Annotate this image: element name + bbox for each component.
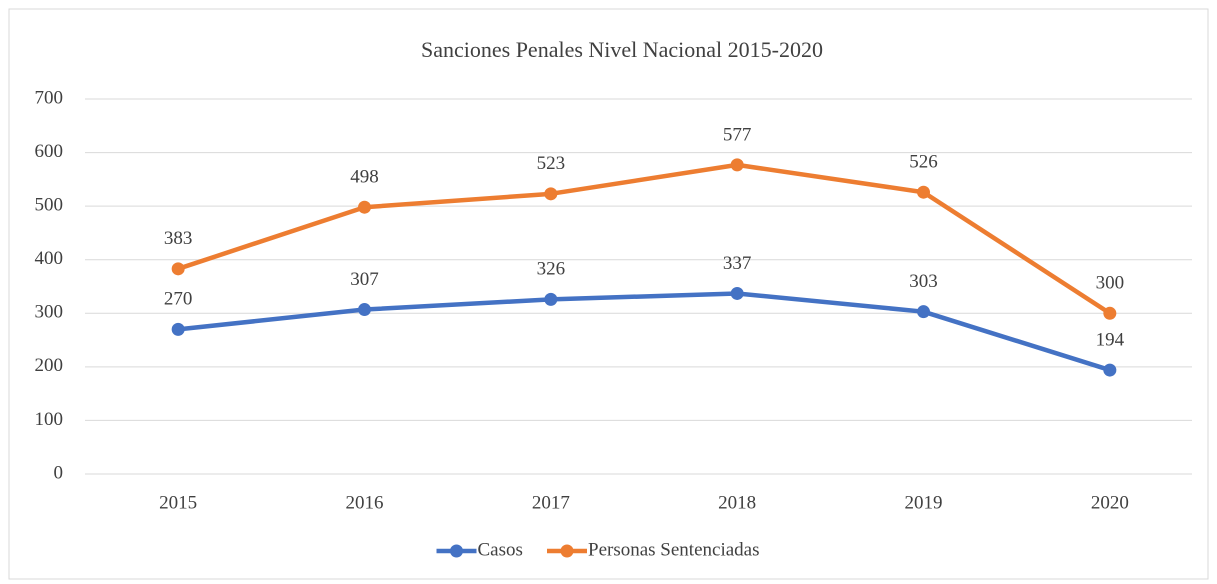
legend-label: Personas Sentenciadas (588, 539, 759, 560)
point (1103, 363, 1117, 377)
point (917, 305, 930, 319)
point (730, 286, 744, 300)
point (917, 185, 930, 199)
legend-label: Casos (478, 539, 523, 560)
data-label: 526 (909, 152, 938, 173)
x-tick-label: 2015 (159, 492, 197, 513)
point (358, 303, 371, 317)
x-tick-label: 2020 (1091, 492, 1129, 513)
point (544, 187, 558, 201)
y-tick-label: 100 (35, 409, 64, 430)
y-tick-label: 200 (35, 355, 64, 376)
point (730, 158, 744, 172)
chart-border (8, 8, 1209, 580)
y-tick-label: 400 (35, 248, 64, 269)
y-tick-label: 500 (35, 195, 64, 216)
data-label: 577 (723, 124, 752, 145)
point (1103, 306, 1117, 320)
data-label: 307 (350, 269, 379, 290)
series-line (177, 162, 1112, 316)
point (358, 200, 371, 214)
data-label: 303 (909, 271, 938, 292)
x-tick-label: 2018 (718, 492, 756, 513)
point (171, 262, 185, 276)
x-tick-label: 2016 (346, 492, 384, 513)
y-tick-label: 0 (54, 462, 64, 483)
point (544, 292, 558, 306)
data-label: 337 (723, 253, 752, 274)
x-tick-label: 2017 (532, 492, 570, 513)
y-tick-label: 300 (35, 302, 64, 323)
data-label: 523 (537, 153, 566, 174)
x-tick-label: 2019 (905, 492, 943, 513)
data-label: 383 (164, 228, 193, 249)
chart-title: Sanciones Penales Nivel Nacional 2015-20… (421, 37, 823, 62)
y-tick-label: 700 (35, 87, 64, 108)
point (171, 322, 185, 336)
data-label: 326 (537, 259, 566, 280)
legend-marker (560, 544, 574, 558)
data-label: 498 (350, 167, 379, 188)
data-label: 194 (1096, 329, 1125, 350)
y-tick-label: 600 (35, 141, 64, 162)
legend-marker (450, 544, 463, 558)
data-label: 300 (1096, 273, 1125, 294)
data-label: 270 (164, 289, 193, 310)
series-line (177, 291, 1111, 373)
